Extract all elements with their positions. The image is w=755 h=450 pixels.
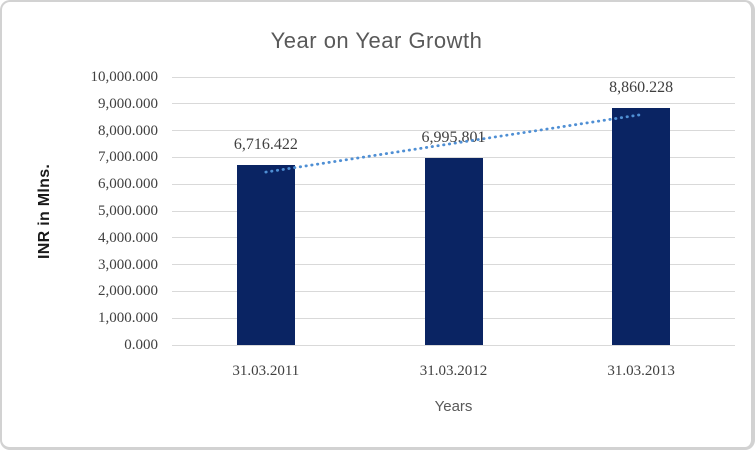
y-tick-label: 8,000.000 — [98, 122, 158, 139]
trendline — [264, 113, 643, 174]
bar — [236, 164, 295, 345]
y-tick-label: 3,000.000 — [98, 256, 158, 273]
x-tick-label: 31.03.2013 — [607, 363, 675, 379]
gridline — [172, 130, 735, 132]
trendline-dotted-line — [264, 113, 643, 174]
y-tick-label: 6,000.000 — [98, 176, 158, 193]
bar-data-label: 6,995.801 — [421, 128, 486, 146]
y-tick-label: 5,000.000 — [98, 203, 158, 219]
gridline — [172, 103, 735, 105]
gridline — [172, 76, 735, 78]
plot-area: 6,716.422 6,995.801 8,860.228 — [172, 76, 735, 346]
bar-data-label: 8,860.228 — [609, 78, 674, 96]
bar — [424, 157, 483, 345]
y-tick-label: 9,000.000 — [98, 95, 158, 112]
y-tick-label: 10,000.000 — [90, 69, 159, 85]
y-tick-label: 7,000.000 — [98, 149, 158, 166]
chart-title: Year on Year Growth — [270, 28, 483, 53]
y-tick-label: 0.000 — [124, 337, 158, 353]
y-tick-label: 2,000.000 — [98, 283, 158, 300]
x-tick-label: 31.03.2012 — [419, 363, 488, 379]
gridline — [172, 156, 735, 158]
y-tick-label: 1,000.000 — [98, 310, 158, 327]
bar-data-label: 6,716.422 — [233, 135, 298, 153]
x-tick-label: 31.03.2011 — [232, 363, 300, 379]
y-tick-label: 4,000.000 — [98, 229, 158, 246]
gridline — [172, 344, 735, 346]
x-axis-title: Years — [434, 398, 473, 415]
bar — [612, 107, 671, 345]
